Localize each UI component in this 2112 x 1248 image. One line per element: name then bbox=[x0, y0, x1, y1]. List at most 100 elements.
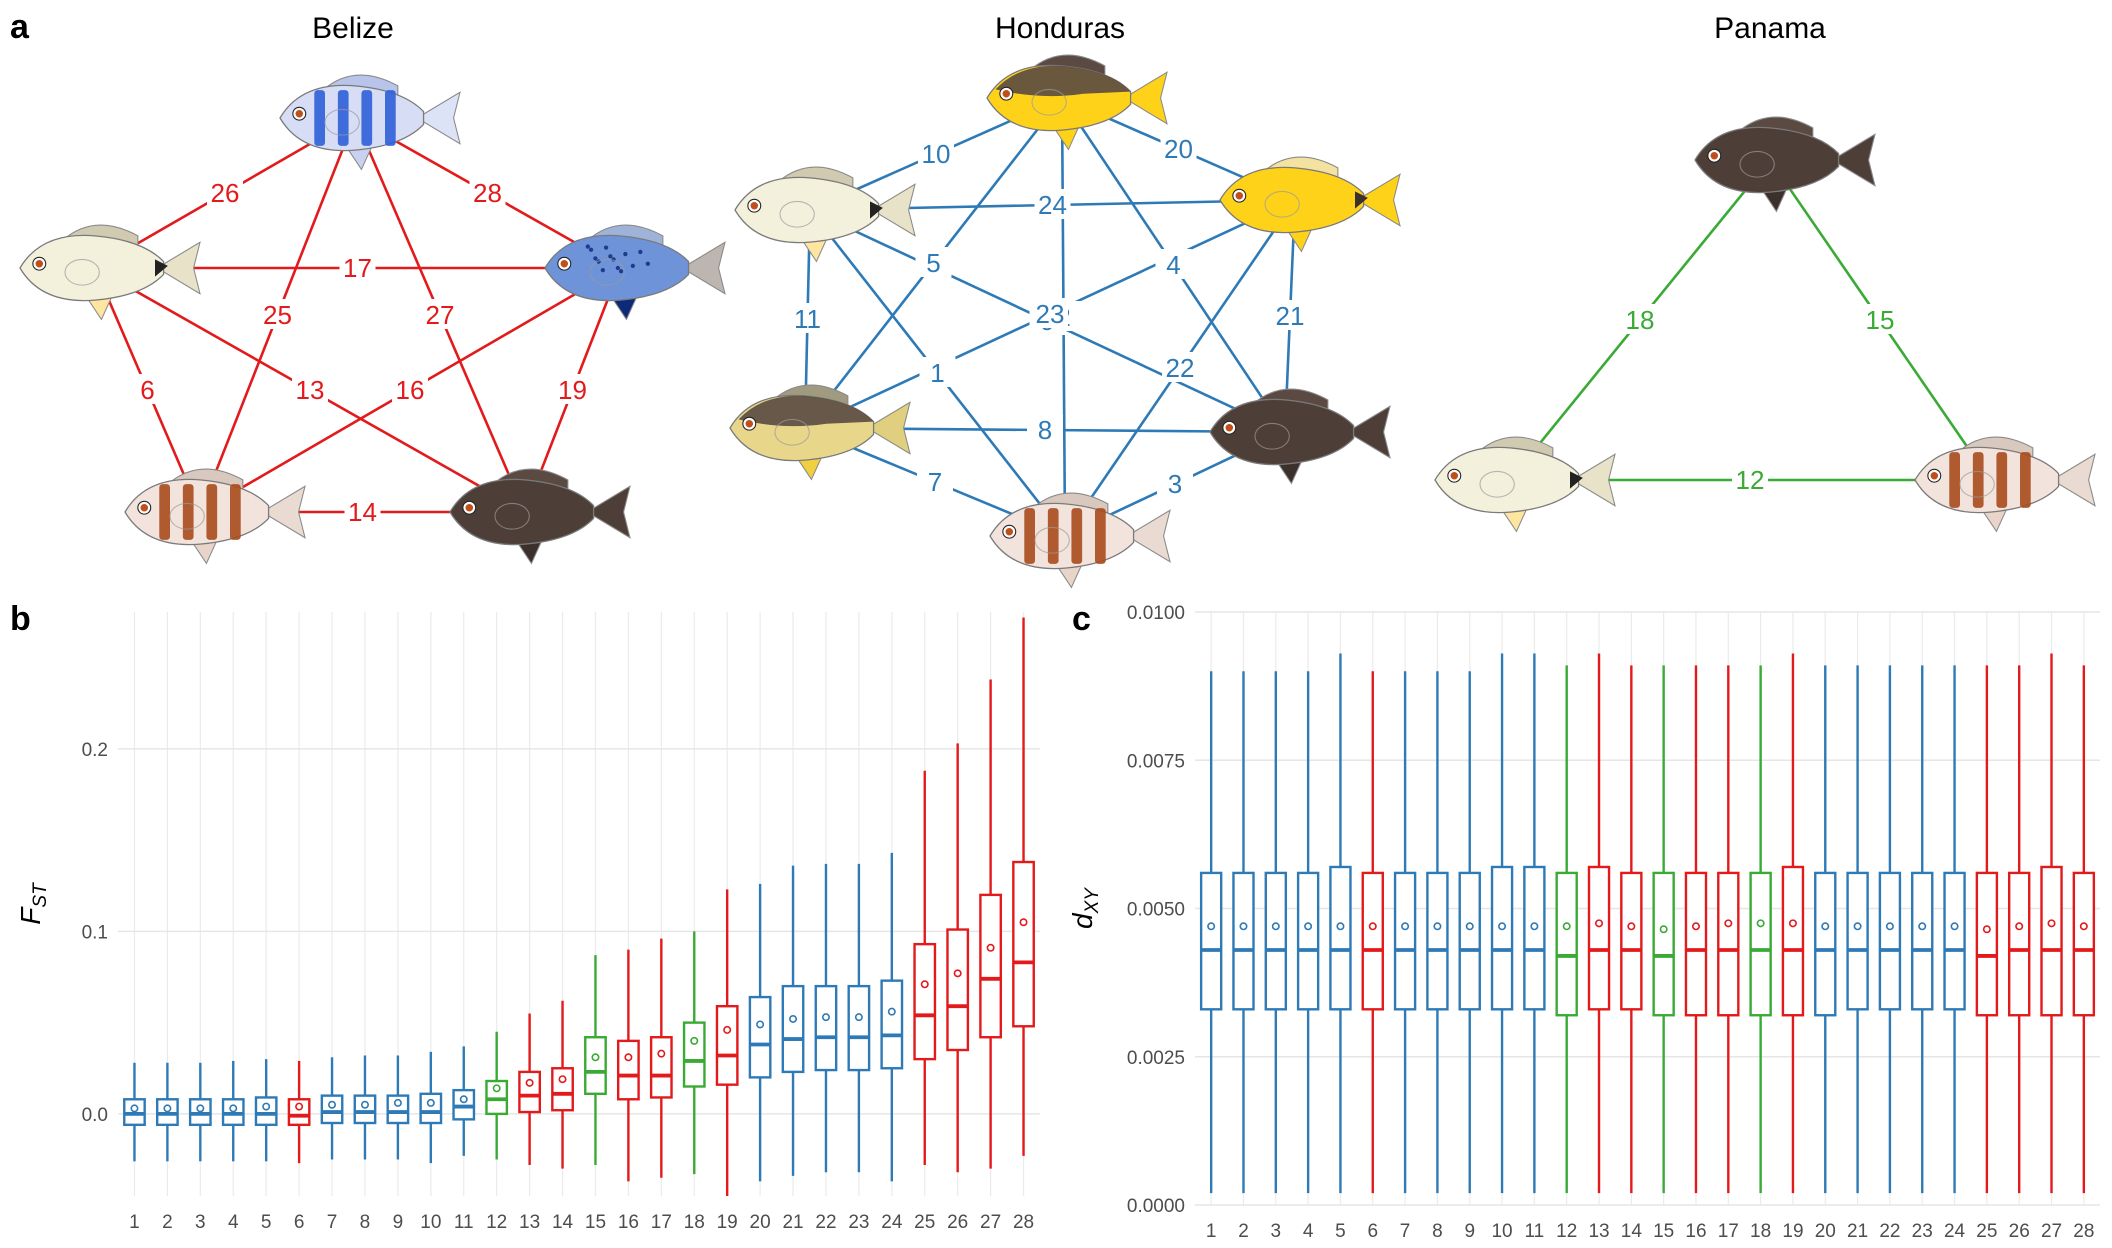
box-body bbox=[353, 1094, 377, 1125]
box-23 bbox=[847, 863, 871, 1173]
fish-speck bbox=[593, 256, 598, 261]
panel-label-c: c bbox=[1072, 600, 1091, 638]
y-tick-label: 0.0075 bbox=[1127, 751, 1185, 772]
fish-dark-top bbox=[738, 395, 874, 427]
box-body bbox=[1012, 860, 1035, 1028]
box-20 bbox=[748, 883, 772, 1182]
fish-white-icon bbox=[734, 166, 916, 263]
box-body bbox=[1555, 871, 1578, 1017]
box-body bbox=[814, 984, 838, 1072]
fish-bar bbox=[182, 484, 194, 540]
box-body bbox=[1199, 871, 1223, 1011]
fish-tail-spot bbox=[1355, 191, 1368, 209]
fish-blue-striped-icon bbox=[279, 74, 461, 171]
box-body bbox=[748, 995, 772, 1079]
x-tick-label: 27 bbox=[980, 1212, 1001, 1233]
edge-label-background bbox=[344, 496, 381, 526]
box-mean-point bbox=[1336, 922, 1345, 931]
x-tick-label: 11 bbox=[1525, 1221, 1545, 1242]
box-body bbox=[1846, 871, 1869, 1011]
fish-speck bbox=[623, 251, 628, 257]
box-body bbox=[2007, 871, 2031, 1017]
fish-tail bbox=[2051, 453, 2096, 507]
x-tick-label: 16 bbox=[1685, 1221, 1706, 1242]
box-4 bbox=[1296, 671, 1320, 1194]
box-mean-point bbox=[1433, 922, 1442, 931]
box-body bbox=[287, 1098, 311, 1127]
box-body bbox=[419, 1092, 443, 1125]
box-6 bbox=[287, 1060, 311, 1164]
x-tick-label: 9 bbox=[1464, 1221, 1475, 1242]
fish-pupil bbox=[1005, 527, 1014, 536]
fish-pectoral-fin bbox=[1959, 470, 1995, 498]
fish-pectoral-fin bbox=[774, 418, 810, 446]
box-16 bbox=[616, 949, 640, 1182]
fish-bar bbox=[314, 90, 325, 146]
fish-speck bbox=[608, 254, 613, 259]
fish-bar bbox=[206, 484, 218, 540]
edge-label-background bbox=[1034, 189, 1071, 219]
fish-bar bbox=[1071, 508, 1083, 564]
x-tick-label: 14 bbox=[552, 1212, 574, 1233]
edge-label: 28 bbox=[473, 178, 502, 208]
fish-tail bbox=[156, 241, 201, 295]
x-tick-label: 15 bbox=[1653, 1221, 1674, 1242]
edge-label: 7 bbox=[928, 467, 942, 497]
box-mean-point bbox=[1207, 922, 1216, 931]
box-body bbox=[616, 1039, 640, 1101]
box-14 bbox=[1620, 665, 1643, 1194]
x-tick-label: 24 bbox=[1944, 1221, 1966, 1242]
box-28 bbox=[2072, 665, 2096, 1194]
fish-bar bbox=[385, 90, 396, 146]
x-tick-label: 21 bbox=[1847, 1221, 1868, 1242]
box-3 bbox=[188, 1062, 212, 1162]
fish-pectoral-fin bbox=[169, 502, 205, 530]
box-mean-point bbox=[1271, 922, 1280, 931]
fish-pupil bbox=[1235, 191, 1244, 200]
fish-body bbox=[1209, 398, 1355, 466]
edge-label-background bbox=[919, 357, 956, 387]
fish-dark-icon bbox=[1209, 388, 1391, 485]
network-panama: Panama 18 15 12 bbox=[1434, 12, 2096, 533]
box-25 bbox=[913, 770, 937, 1165]
fish-yellow-icon bbox=[1219, 156, 1401, 253]
fish-pupil bbox=[750, 201, 759, 210]
box-21 bbox=[1846, 665, 1869, 1194]
x-tick-label: 1 bbox=[1206, 1221, 1217, 1242]
box-body bbox=[682, 1021, 706, 1088]
network-edges bbox=[1508, 159, 1992, 482]
box-body bbox=[1426, 871, 1449, 1011]
edge-label: 25 bbox=[263, 300, 292, 330]
box-body bbox=[1911, 871, 1934, 1011]
box-mean-point bbox=[1304, 922, 1313, 931]
box-body bbox=[386, 1094, 410, 1125]
fish-tail bbox=[1346, 405, 1391, 459]
box-9 bbox=[1458, 671, 1481, 1194]
edge-label: 6 bbox=[140, 375, 154, 405]
edge-label: 22 bbox=[1166, 353, 1195, 383]
edge-label: 24 bbox=[1038, 190, 1067, 220]
edge-label: 17 bbox=[343, 253, 372, 283]
x-tick-label: 19 bbox=[1782, 1221, 1803, 1242]
x-tick-label: 8 bbox=[360, 1212, 371, 1233]
fish-bar bbox=[2020, 452, 2031, 508]
x-tick-label: 20 bbox=[1815, 1221, 1836, 1242]
box-12 bbox=[485, 1031, 509, 1160]
network-edge-labels: 1020524241191232122873 bbox=[789, 133, 1308, 499]
box-18 bbox=[1749, 665, 1772, 1194]
edge-label: 26 bbox=[211, 178, 240, 208]
network-edge-labels: 26 28 25 27 17 6 13 16 19 14 bbox=[129, 177, 591, 527]
box-mean-point bbox=[393, 1098, 402, 1107]
fish-bar bbox=[1095, 508, 1106, 564]
box-mean-point bbox=[2015, 922, 2024, 931]
box-body bbox=[1749, 871, 1772, 1017]
box-mean-point bbox=[262, 1102, 271, 1111]
fish-speck bbox=[588, 247, 594, 252]
fish-speck bbox=[603, 245, 609, 250]
y-tick-label: 0.0000 bbox=[1127, 1196, 1185, 1217]
y-tick-label: 0.0 bbox=[82, 1105, 108, 1126]
x-tick-label: 7 bbox=[1400, 1221, 1411, 1242]
box-body bbox=[1620, 871, 1643, 1011]
box-mean-point bbox=[196, 1104, 205, 1113]
